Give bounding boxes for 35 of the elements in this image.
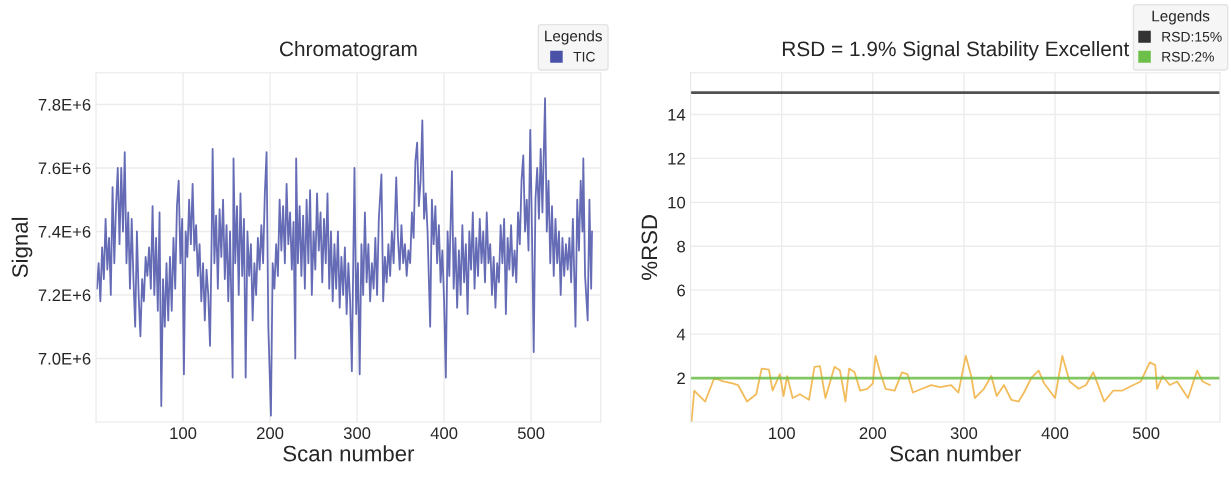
- x-axis-title: Scan number: [283, 445, 415, 462]
- x-tick-label: 400: [1041, 427, 1069, 440]
- line-series: [96, 97, 593, 417]
- y-tick-label: 4: [676, 328, 686, 341]
- y-tick-label: 7.0E+6: [38, 352, 91, 365]
- x-tick-label: 100: [769, 427, 795, 440]
- chart-title: RSD = 1.9% Signal Stability Excellent: [782, 40, 1130, 61]
- y-axis-title: %RSD: [641, 215, 658, 280]
- chart-title: Chromatogram: [279, 40, 417, 61]
- legend-label: RSD:15%: [1162, 31, 1222, 42]
- legend-label: TIC: [573, 51, 595, 62]
- y-tick-label: 7.6E+6: [38, 162, 91, 175]
- x-tick-label: 200: [859, 427, 887, 440]
- y-tick-label: 7.4E+6: [38, 225, 91, 238]
- y-tick-label: 6: [677, 284, 685, 297]
- x-tick-label: 300: [950, 427, 978, 440]
- y-axis-title: Signal: [11, 217, 33, 278]
- y-tick-label: 7.2E+6: [38, 289, 91, 302]
- x-tick-label: 200: [256, 427, 284, 440]
- legend-title: Legends: [545, 30, 602, 45]
- x-axis-title: Scan number: [890, 445, 1021, 462]
- legend-title: Legends: [1152, 10, 1210, 25]
- y-tick-label: 12: [668, 152, 685, 165]
- y-tick-label: 10: [668, 196, 686, 209]
- x-tick-label: 400: [430, 427, 458, 440]
- x-tick-label: 300: [343, 427, 371, 440]
- y-tick-label: 8: [677, 240, 686, 253]
- legend-label: RSD:2%: [1162, 51, 1214, 62]
- x-tick-label: 100: [170, 427, 197, 440]
- y-tick-label: 7.8E+6: [38, 98, 91, 111]
- x-tick-label: 500: [1132, 427, 1160, 440]
- y-tick-label: 14: [668, 109, 686, 121]
- x-tick-label: 500: [517, 427, 545, 440]
- line-series: [690, 354, 1211, 422]
- y-tick-label: 2: [677, 372, 685, 385]
